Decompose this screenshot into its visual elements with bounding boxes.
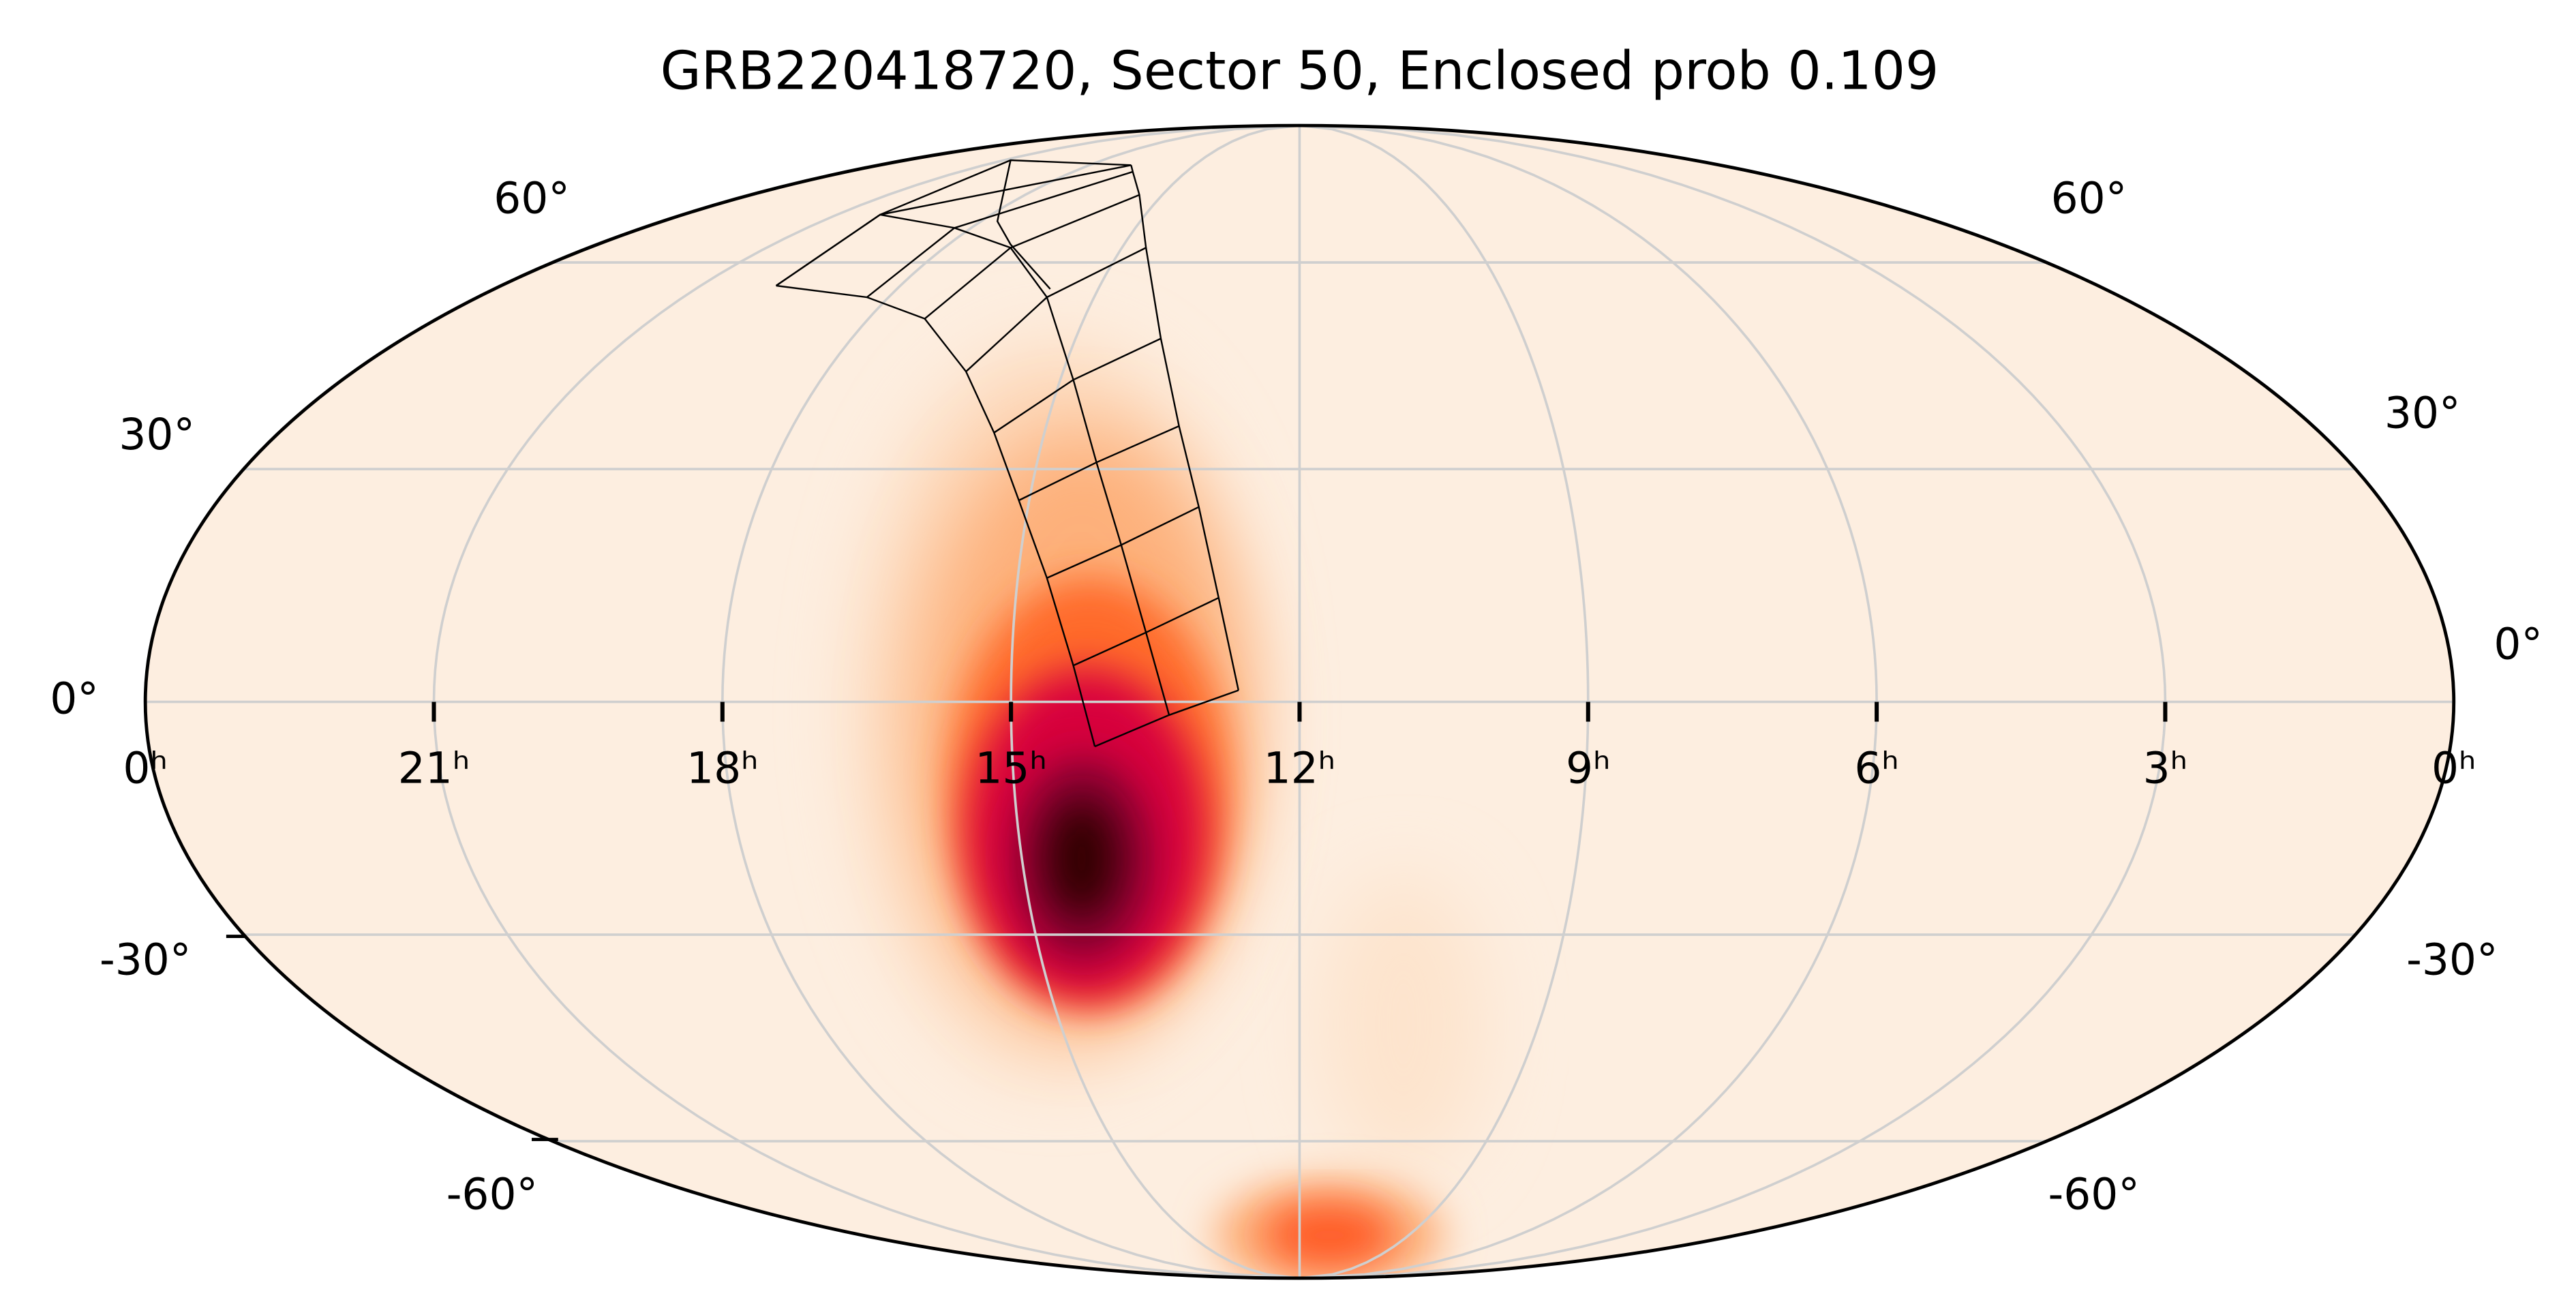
meridian: [1010, 125, 1300, 1278]
probability-map: [145, 125, 2454, 1278]
meridian: [432, 125, 1300, 1278]
dec-label: 60°: [494, 174, 570, 224]
ra-label: 9ʰ: [1566, 743, 1611, 793]
footprint-edge: [965, 247, 1147, 372]
sector-footprint: [775, 159, 1240, 748]
footprint-edge: [1073, 596, 1219, 667]
ra-label: 15ʰ: [975, 743, 1047, 793]
ra-label: 21ʰ: [398, 743, 470, 793]
footprint-edge: [924, 194, 1140, 320]
dec-label: 0°: [2494, 620, 2543, 669]
footprint-edge: [1046, 506, 1200, 579]
ra-label: 0ʰ: [123, 743, 168, 793]
heat-halo: [1320, 875, 1487, 1173]
meridian: [721, 125, 1300, 1278]
footprint-edge: [993, 337, 1162, 434]
ra-label: 12ʰ: [1264, 743, 1336, 793]
heat-peak: [1045, 799, 1118, 918]
heat-south-core: [1263, 1202, 1395, 1269]
dec-label: -30°: [100, 935, 191, 984]
graticule: [145, 125, 2454, 1278]
dec-label: 60°: [2051, 174, 2127, 224]
sky-boundary: [143, 123, 2456, 1280]
footprint-edge: [1094, 689, 1239, 748]
dec-label: 30°: [119, 410, 195, 459]
ra-label: 6ʰ: [1854, 743, 1899, 793]
ra-label: 18ʰ: [686, 743, 759, 793]
dec-label: -60°: [446, 1169, 538, 1219]
meridian: [1299, 125, 1878, 1278]
dec-label: -60°: [2048, 1169, 2139, 1219]
dec-label: 30°: [2384, 389, 2461, 438]
meridian: [1299, 125, 1590, 1278]
footprint-edge: [1018, 425, 1180, 502]
footprint-edge: [996, 160, 1051, 290]
ra-label: 0ʰ: [2431, 743, 2476, 793]
dec-label: -30°: [2406, 935, 2498, 984]
footprint-edge: [866, 170, 1134, 298]
dec-label: 0°: [50, 674, 99, 724]
map-title: GRB220418720, Sector 50, Enclosed prob 0…: [661, 41, 1939, 102]
ra-label: 3ʰ: [2143, 743, 2188, 793]
meridian: [1299, 125, 2167, 1278]
footprint-edge: [775, 164, 1132, 287]
